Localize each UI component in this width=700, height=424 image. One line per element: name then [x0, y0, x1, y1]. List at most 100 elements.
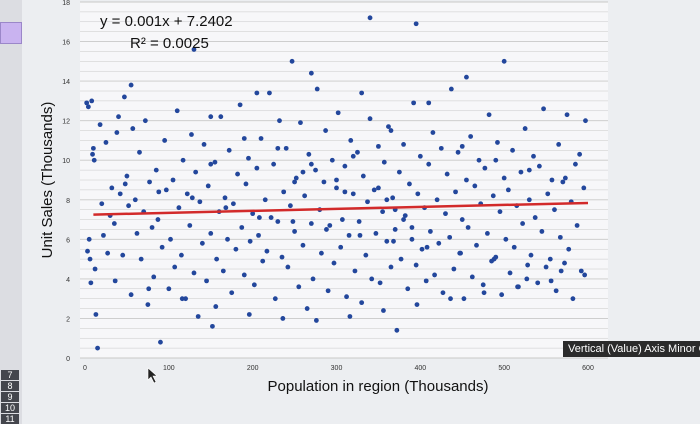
data-point[interactable] — [570, 296, 576, 302]
data-point[interactable] — [444, 171, 450, 177]
data-point[interactable] — [574, 223, 580, 228]
data-point[interactable] — [539, 229, 545, 234]
data-point[interactable] — [313, 167, 318, 173]
data-point[interactable] — [415, 191, 421, 197]
data-point[interactable] — [459, 143, 465, 149]
data-point[interactable] — [525, 262, 531, 268]
data-point[interactable] — [290, 219, 296, 224]
data-point[interactable] — [183, 296, 189, 302]
data-point[interactable] — [268, 215, 274, 220]
data-point[interactable] — [218, 114, 224, 120]
data-point[interactable] — [451, 266, 457, 272]
data-point[interactable] — [292, 229, 297, 234]
data-point[interactable] — [465, 225, 471, 230]
data-point[interactable] — [447, 234, 453, 240]
data-point[interactable] — [304, 306, 310, 311]
data-point[interactable] — [137, 149, 142, 155]
data-point[interactable] — [390, 195, 396, 201]
data-point[interactable] — [239, 225, 245, 230]
data-point[interactable] — [321, 179, 327, 185]
data-point[interactable] — [174, 108, 180, 114]
data-point[interactable] — [166, 286, 172, 292]
data-point[interactable] — [281, 189, 287, 195]
data-point[interactable] — [407, 181, 412, 187]
data-point[interactable] — [279, 254, 285, 260]
data-point[interactable] — [367, 15, 373, 21]
data-point[interactable] — [149, 225, 155, 230]
data-point[interactable] — [210, 323, 215, 329]
data-point[interactable] — [461, 296, 467, 302]
data-point[interactable] — [132, 197, 138, 203]
data-point[interactable] — [220, 268, 226, 274]
data-point[interactable] — [505, 187, 511, 193]
data-point[interactable] — [491, 256, 497, 262]
data-point[interactable] — [246, 312, 252, 317]
r-squared-label[interactable]: R² = 0.0025 — [130, 35, 209, 52]
data-point[interactable] — [577, 151, 583, 157]
data-point[interactable] — [493, 157, 499, 163]
data-point[interactable] — [536, 163, 542, 169]
data-point[interactable] — [545, 191, 551, 197]
data-point[interactable] — [427, 229, 433, 234]
data-point[interactable] — [458, 250, 463, 256]
data-point[interactable] — [405, 286, 411, 292]
data-point[interactable] — [402, 213, 408, 219]
data-point[interactable] — [401, 217, 406, 222]
data-point[interactable] — [105, 250, 111, 256]
data-point[interactable] — [298, 120, 303, 126]
data-point[interactable] — [138, 256, 144, 262]
data-point[interactable] — [562, 175, 568, 181]
data-point[interactable] — [380, 209, 386, 215]
data-point[interactable] — [116, 114, 121, 120]
data-point[interactable] — [122, 181, 128, 187]
data-point[interactable] — [90, 145, 96, 151]
data-point[interactable] — [151, 274, 157, 280]
data-point[interactable] — [180, 157, 186, 163]
data-point[interactable] — [522, 126, 528, 131]
data-point[interactable] — [101, 232, 106, 238]
data-point[interactable] — [111, 221, 117, 226]
data-point[interactable] — [464, 177, 469, 183]
data-point[interactable] — [481, 290, 487, 296]
data-point[interactable] — [308, 221, 314, 226]
data-point[interactable] — [543, 264, 549, 270]
data-point[interactable] — [271, 161, 277, 167]
data-point[interactable] — [388, 128, 394, 133]
data-point[interactable] — [357, 232, 363, 238]
data-point[interactable] — [474, 242, 479, 248]
data-point[interactable] — [581, 185, 587, 191]
data-point[interactable] — [381, 308, 386, 313]
data-point[interactable] — [334, 177, 339, 183]
data-point[interactable] — [560, 179, 566, 185]
data-point[interactable] — [222, 195, 228, 201]
data-point[interactable] — [128, 82, 134, 88]
data-point[interactable] — [369, 276, 375, 282]
data-point[interactable] — [426, 100, 432, 106]
data-point[interactable] — [97, 122, 103, 128]
data-point[interactable] — [373, 231, 379, 236]
data-point[interactable] — [213, 304, 219, 309]
data-point[interactable] — [363, 252, 369, 258]
row-number[interactable]: 11 — [1, 414, 19, 424]
data-point[interactable] — [391, 238, 396, 244]
data-point[interactable] — [289, 58, 295, 64]
data-point[interactable] — [541, 106, 546, 112]
data-point[interactable] — [170, 177, 176, 183]
data-point[interactable] — [440, 290, 446, 296]
data-point[interactable] — [371, 187, 377, 193]
row-number[interactable]: 7 — [1, 370, 19, 380]
data-point[interactable] — [88, 280, 94, 286]
data-point[interactable] — [296, 284, 302, 290]
data-point[interactable] — [235, 171, 240, 177]
data-point[interactable] — [335, 110, 341, 116]
data-point[interactable] — [262, 197, 268, 203]
data-point[interactable] — [413, 21, 419, 27]
data-point[interactable] — [549, 177, 555, 183]
data-point[interactable] — [114, 130, 120, 135]
data-point[interactable] — [229, 290, 235, 296]
data-point[interactable] — [377, 280, 383, 286]
data-point[interactable] — [352, 268, 358, 274]
data-point[interactable] — [342, 189, 348, 195]
data-point[interactable] — [90, 151, 95, 157]
data-point[interactable] — [436, 240, 442, 246]
